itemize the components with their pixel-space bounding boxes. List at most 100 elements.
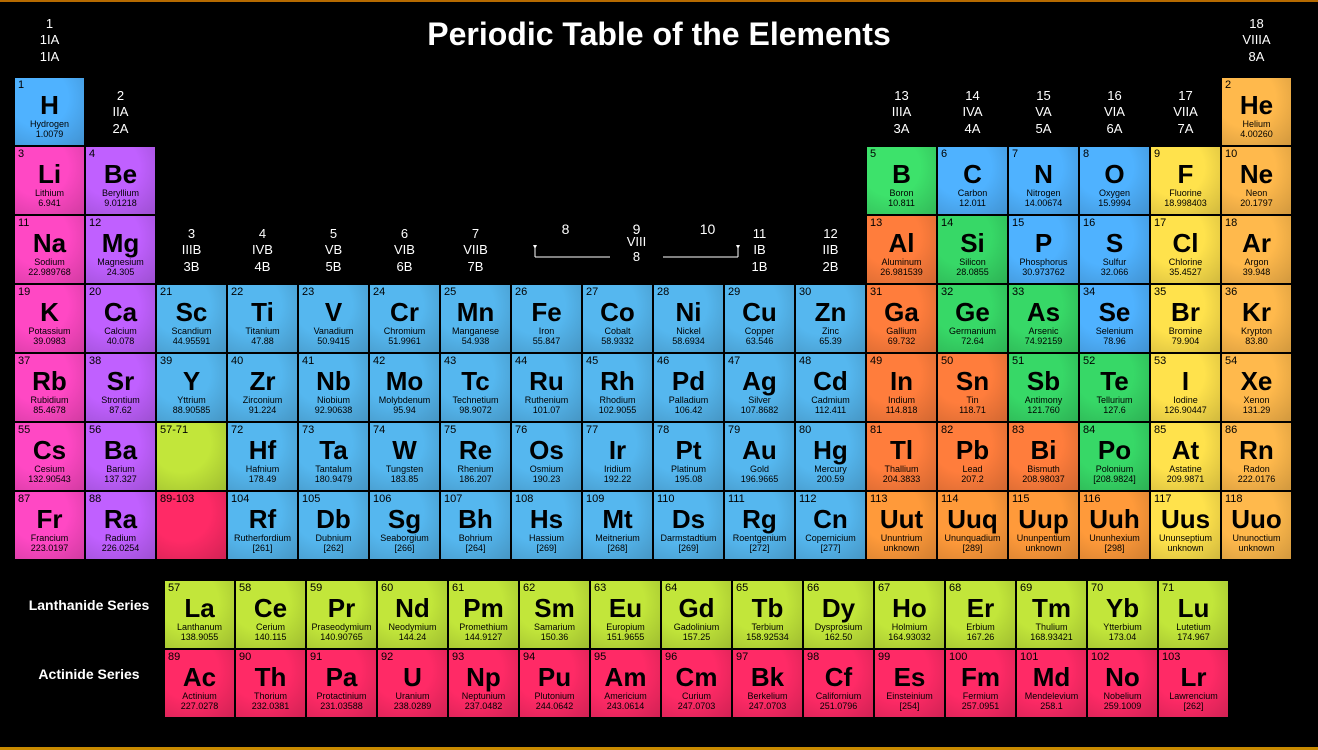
atomic-number: 37 [18,356,30,367]
element-symbol: Os [514,437,579,463]
element-Th: 90ThThorium232.0381 [235,649,306,718]
element-Ti: 22TiTitanium47.88 [227,284,298,353]
atomic-number: 106 [373,494,391,505]
element-symbol: Es [877,664,942,690]
lanthanide-block-placeholder: 57-71 [156,422,227,491]
atomic-mass: 35.4527 [1153,268,1218,278]
element-Ca: 20CaCalcium40.078 [85,284,156,353]
atomic-mass: 72.64 [940,337,1005,347]
element-symbol: Cl [1153,230,1218,256]
element-Pa: 91PaProtactinium231.03588 [306,649,377,718]
element-symbol: Rb [17,368,82,394]
atomic-number: 20 [89,287,101,298]
atomic-mass: 173.04 [1090,633,1155,643]
element-C: 6CCarbon12.011 [937,146,1008,215]
element-Nd: 60NdNeodymium144.24 [377,580,448,649]
element-Er: 68ErErbium167.26 [945,580,1016,649]
element-Nb: 41NbNiobium92.90638 [298,353,369,422]
atomic-mass: 144.9127 [451,633,516,643]
atomic-number: 59 [310,583,322,594]
element-symbol: Rh [585,368,650,394]
element-Sn: 50SnTin118.71 [937,353,1008,422]
atomic-mass: 50.9415 [301,337,366,347]
element-symbol: Ir [585,437,650,463]
lanthanide-range: 57-71 [160,425,188,436]
element-Uut: 113UutUnuntriumunknown [866,491,937,560]
element-symbol: Md [1019,664,1084,690]
element-symbol: Ba [88,437,153,463]
atomic-number: 94 [523,652,535,663]
element-symbol: Nd [380,595,445,621]
atomic-number: 81 [870,425,882,436]
atomic-mass: 192.22 [585,475,650,485]
element-Ce: 58CeCerium140.115 [235,580,306,649]
atomic-number: 64 [665,583,677,594]
element-symbol: Fe [514,299,579,325]
atomic-mass: 47.88 [230,337,295,347]
atomic-number: 74 [373,425,385,436]
element-symbol: Nb [301,368,366,394]
element-symbol: O [1082,161,1147,187]
element-Po: 84PoPolonium[208.9824] [1079,422,1150,491]
atomic-mass: 102.9055 [585,406,650,416]
atomic-mass: 44.95591 [159,337,224,347]
element-Na: 11NaSodium22.989768 [14,215,85,284]
element-symbol: Hs [514,506,579,532]
element-Cu: 29CuCopper63.546 [724,284,795,353]
atomic-mass: 28.0855 [940,268,1005,278]
element-symbol: Rf [230,506,295,532]
atomic-mass: 238.0289 [380,702,445,712]
atomic-mass: [262] [301,544,366,554]
element-Au: 79AuGold196.9665 [724,422,795,491]
atomic-number: 88 [89,494,101,505]
element-Rb: 37RbRubidium85.4678 [14,353,85,422]
atomic-number: 39 [160,356,172,367]
element-S: 16SSulfur32.066 [1079,215,1150,284]
atomic-number: 117 [1154,494,1172,505]
atomic-mass: [277] [798,544,863,554]
atomic-number: 29 [728,287,740,298]
element-Rh: 45RhRhodium102.9055 [582,353,653,422]
atomic-number: 2 [1225,80,1231,91]
atomic-number: 28 [657,287,669,298]
atomic-number: 18 [1225,218,1237,229]
group-cas: 8A [1221,49,1292,65]
atomic-number: 23 [302,287,314,298]
atomic-mass: 164.93032 [877,633,942,643]
atomic-number: 8 [1083,149,1089,160]
element-symbol: Np [451,664,516,690]
element-symbol: At [1153,437,1218,463]
atomic-number: 35 [1154,287,1166,298]
atomic-number: 44 [515,356,527,367]
atomic-number: 4 [89,149,95,160]
element-Bh: 107BhBohrium[264] [440,491,511,560]
element-symbol: Li [17,161,82,187]
atomic-number: 42 [373,356,385,367]
element-Rg: 111RgRoentgenium[272] [724,491,795,560]
element-symbol: Mn [443,299,508,325]
element-symbol: Ds [656,506,721,532]
group-number: 18 [1221,16,1292,32]
element-Fe: 26FeIron55.847 [511,284,582,353]
element-symbol: Ta [301,437,366,463]
element-symbol: Tb [735,595,800,621]
atomic-number: 60 [381,583,393,594]
element-Ru: 44RuRuthenium101.07 [511,353,582,422]
element-symbol: Ge [940,299,1005,325]
actinide-strip: 89AcActinium227.027890ThThorium232.03819… [164,649,1229,718]
atomic-mass: 251.0796 [806,702,871,712]
atomic-mass: 14.00674 [1011,199,1076,209]
element-Ta: 73TaTantalum180.9479 [298,422,369,491]
atomic-number: 71 [1162,583,1174,594]
element-symbol: Hf [230,437,295,463]
atomic-number: 26 [515,287,527,298]
atomic-mass: 4.00260 [1224,130,1289,140]
element-symbol: S [1082,230,1147,256]
element-symbol: Cr [372,299,437,325]
element-Md: 101MdMendelevium258.1 [1016,649,1087,718]
element-Pu: 94PuPlutonium244.0642 [519,649,590,718]
element-symbol: Ho [877,595,942,621]
element-Ni: 28NiNickel58.6934 [653,284,724,353]
atomic-mass: 88.90585 [159,406,224,416]
atomic-number: 85 [1154,425,1166,436]
